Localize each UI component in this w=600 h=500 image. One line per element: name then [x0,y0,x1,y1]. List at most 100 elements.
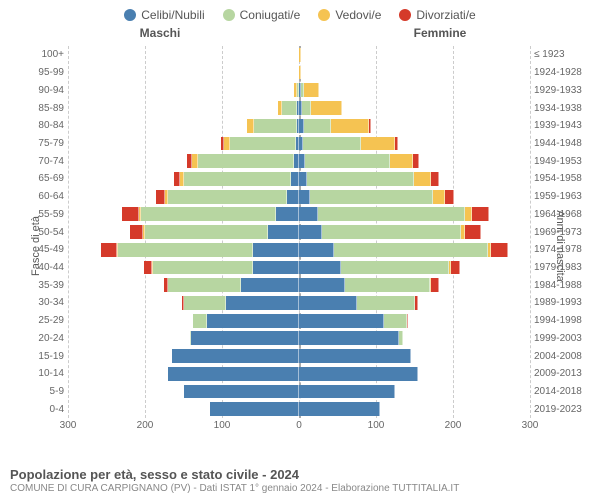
female-title: Femmine [300,26,540,40]
bar-segment [287,190,299,204]
birth-label: 1944-1948 [530,138,592,149]
bar-segment [168,367,299,381]
bar-segment [414,172,431,186]
birth-label: 1979-1983 [530,262,592,273]
birth-label: 2009-2013 [530,368,592,379]
birth-label: 2014-2018 [530,386,592,397]
bar-segment [311,101,342,115]
age-label: 85-89 [22,103,68,114]
x-tick: 0 [296,420,302,431]
bar-segment [307,172,415,186]
x-tick: 100 [214,420,231,431]
bar-segment [247,119,255,133]
bars-female [299,83,530,97]
bar-segment [299,190,310,204]
footer: Popolazione per età, sesso e stato civil… [10,467,590,494]
age-row: 50-541969-1973 [68,223,530,241]
birth-label: 1994-1998 [530,315,592,326]
bar-segment [198,154,294,168]
bars-female [299,385,530,399]
birth-label: 1949-1953 [530,156,592,167]
bar-segment [241,278,299,292]
birth-label: 1934-1938 [530,103,592,114]
bar-segment [302,101,311,115]
bar-segment [184,296,226,310]
bar-segment [268,225,299,239]
birth-label: 1939-1943 [530,120,592,131]
bar-segment [331,119,369,133]
x-axis: 3002001000100200300 [68,420,530,434]
bar-segment [122,207,139,221]
bar-segment [465,207,473,221]
age-row: 40-441979-1983 [68,259,530,277]
birth-label: ≤ 1923 [530,49,592,60]
bar-segment [184,385,300,399]
legend-swatch [399,9,411,21]
x-tick: 200 [445,420,462,431]
bars-female [299,172,530,186]
bars-male [68,207,299,221]
bars-female [299,296,530,310]
bar-segment [299,207,318,221]
x-tick: 300 [60,420,77,431]
age-row: 30-341989-1993 [68,294,530,312]
bar-segment [445,190,454,204]
bars-male [68,331,299,345]
bar-segment [431,172,439,186]
legend-label: Celibi/Nubili [141,8,204,22]
bar-segment [431,278,439,292]
bar-segment [465,225,480,239]
legend-item: Coniugati/e [223,8,301,22]
birth-label: 1964-1968 [530,209,592,220]
bars-female [299,261,530,275]
bar-segment [168,278,241,292]
bar-segment [472,207,489,221]
bar-segment [184,172,292,186]
bar-segment [226,296,299,310]
bar-segment [310,190,433,204]
age-row: 55-591964-1968 [68,205,530,223]
age-label: 40-44 [22,262,68,273]
x-tick: 200 [137,420,154,431]
bar-segment [407,314,409,328]
birth-label: 2004-2008 [530,351,592,362]
bar-segment [304,83,319,97]
bars-female [299,278,530,292]
age-label: 95-99 [22,67,68,78]
bar-segment [276,207,299,221]
bars-male [68,278,299,292]
bar-segment [282,101,297,115]
bar-segment [451,261,460,275]
bars-male [68,48,299,62]
bar-segment [357,296,415,310]
bars-male [68,243,299,257]
bars-male [68,101,299,115]
bar-segment [299,314,384,328]
bar-segment [291,172,299,186]
bar-segment [191,331,299,345]
age-row: 75-791944-1948 [68,135,530,153]
age-label: 50-54 [22,227,68,238]
bar-segment [384,314,407,328]
bars-female [299,190,530,204]
bar-segment [299,296,357,310]
age-label: 5-9 [22,386,68,397]
bar-segment [299,331,399,345]
age-label: 75-79 [22,138,68,149]
age-label: 45-49 [22,244,68,255]
birth-label: 1974-1978 [530,244,592,255]
bars-female [299,101,530,115]
bar-segment [299,66,301,80]
legend-item: Divorziati/e [399,8,475,22]
bars-male [68,225,299,239]
age-label: 0-4 [22,404,68,415]
bar-segment [299,225,322,239]
bar-segment [118,243,253,257]
age-label: 70-74 [22,156,68,167]
bars-female [299,367,530,381]
age-row: 25-291994-1998 [68,312,530,330]
bars-female [299,154,530,168]
bars-female [299,207,530,221]
bars-female [299,349,530,363]
birth-label: 2019-2023 [530,404,592,415]
